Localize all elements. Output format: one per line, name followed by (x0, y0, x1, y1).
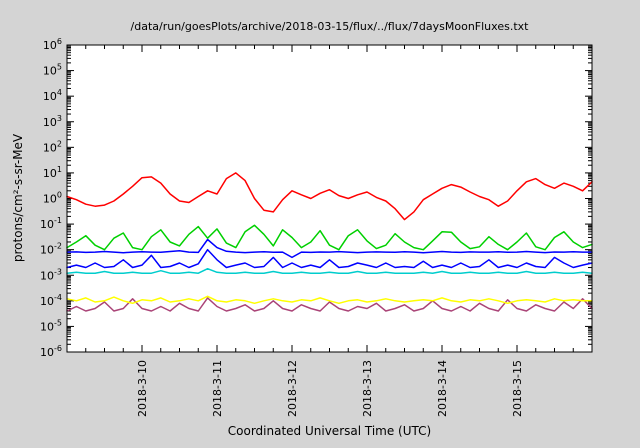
plot-title: /data/run/goesPlots/archive/2018-03-15/f… (130, 20, 529, 33)
y-tick-label: 102 (43, 139, 62, 154)
y-tick-label: 103 (43, 114, 62, 129)
y-tick-label: 105 (43, 63, 62, 78)
y-tick-label: 104 (43, 88, 62, 103)
y-tick-label: 10-4 (40, 293, 62, 308)
y-tick-label: 10-3 (40, 267, 62, 282)
x-axis-label: Coordinated Universal Time (UTC) (227, 424, 432, 438)
y-tick-label: 101 (43, 165, 62, 180)
y-tick-label: 100 (43, 191, 62, 206)
x-tick-label: 2018-3-10 (136, 360, 149, 417)
plot-border (66, 44, 593, 353)
series-blue-lower-line (66, 248, 593, 269)
x-tick-label: 2018-3-13 (361, 360, 374, 417)
series-blue-upper-line (66, 238, 593, 259)
series-purple-line (66, 297, 593, 312)
x-tick-label: 2018-3-12 (286, 360, 299, 417)
series-green-line (66, 224, 593, 251)
y-tick-label: 106 (43, 37, 62, 52)
series-cyan-line (66, 267, 593, 274)
y-tick-label: 10-2 (40, 242, 62, 257)
series-yellow-line (66, 295, 593, 305)
x-tick-label: 2018-3-15 (511, 360, 524, 417)
y-tick-label: 10-6 (40, 344, 62, 359)
x-tick-label: 2018-3-11 (211, 360, 224, 417)
y-tick-label: 10-1 (40, 216, 62, 231)
y-tick-label: 10-5 (40, 318, 62, 333)
x-tick-label: 2018-3-14 (436, 360, 449, 417)
series-red-line (66, 172, 593, 221)
